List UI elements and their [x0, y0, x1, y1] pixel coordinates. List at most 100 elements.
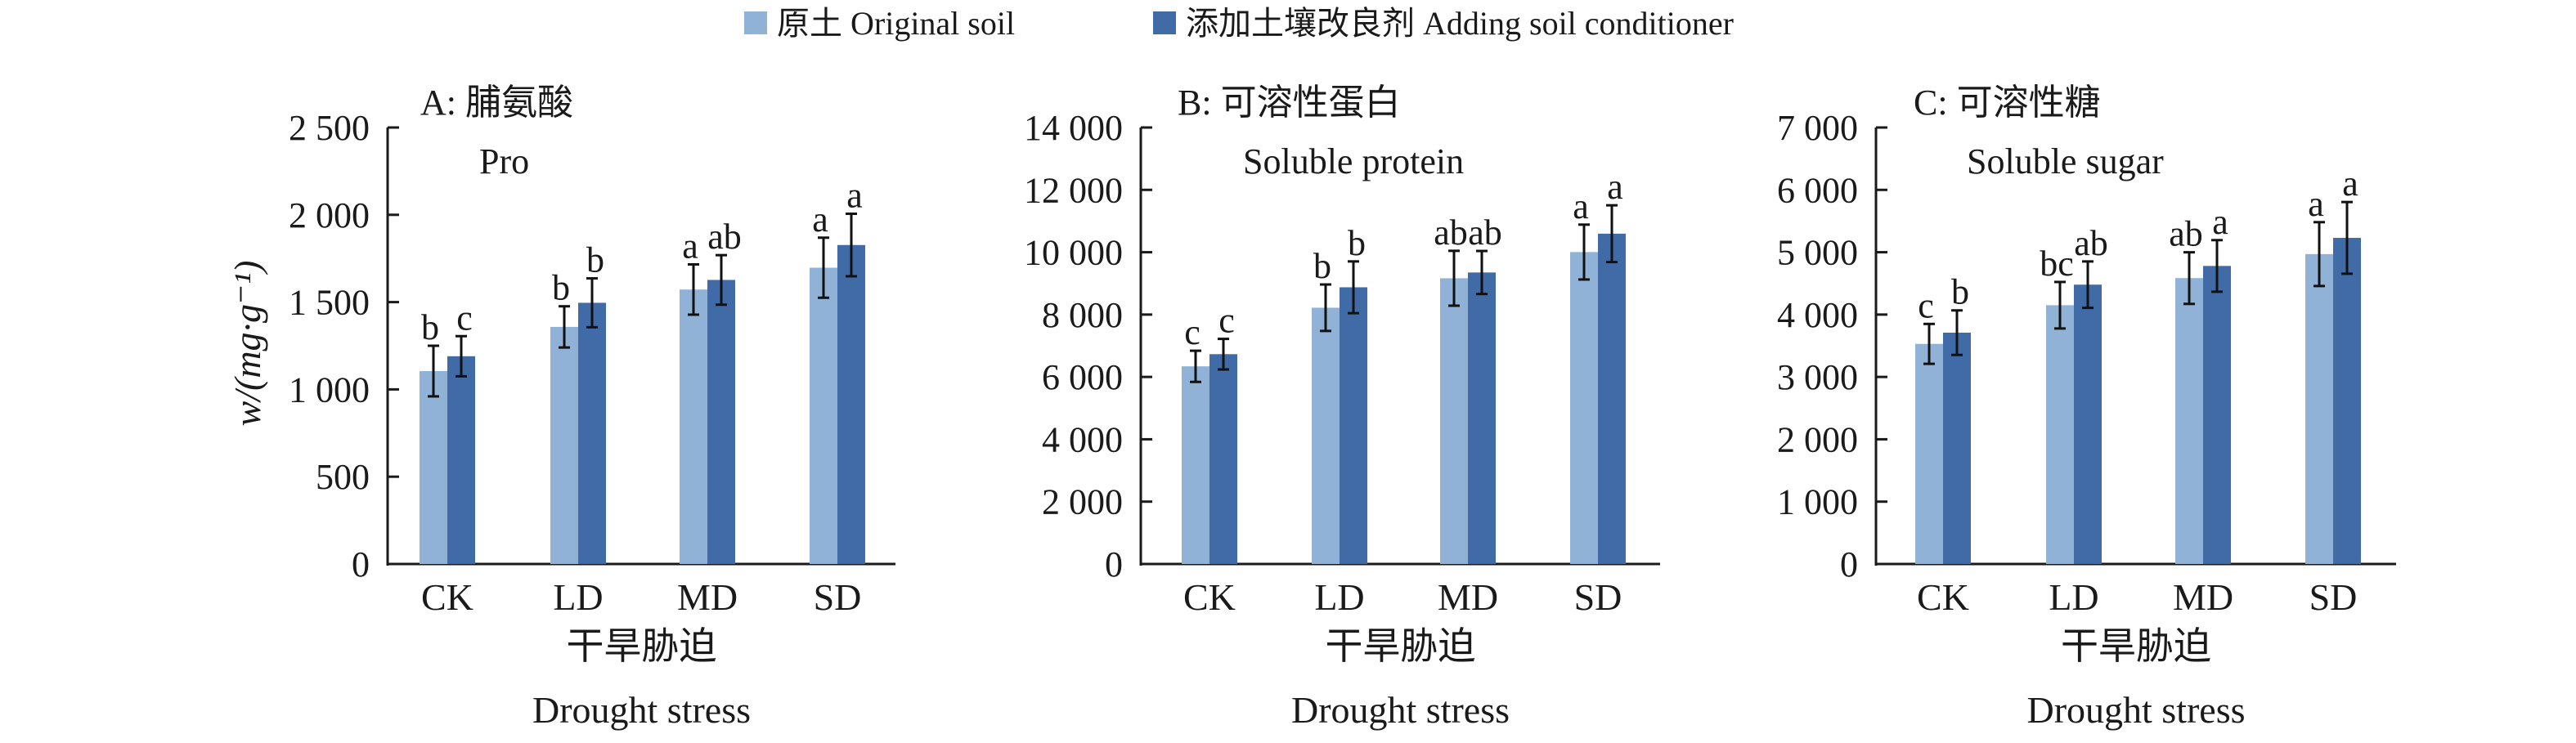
x-axis-label-en: Drought stress — [532, 689, 751, 731]
y-tick-label: 2 000 — [289, 195, 370, 235]
significance-letter: b — [586, 240, 604, 280]
bar-original-soil — [810, 267, 837, 564]
x-tick-label: MD — [2173, 576, 2233, 618]
x-axis-label-en: Drought stress — [1291, 689, 1510, 731]
bar-original-soil — [1440, 278, 1468, 564]
y-tick-label: 14 000 — [1024, 108, 1123, 148]
y-tick-label: 1 000 — [289, 369, 370, 410]
y-tick-label: 1 500 — [289, 283, 370, 323]
bar-original-soil — [1570, 252, 1598, 564]
significance-letter: bc — [2040, 244, 2074, 284]
significance-letter: a — [682, 226, 698, 266]
x-axis-label: 干旱胁迫 — [2061, 625, 2211, 667]
significance-letter: c — [1218, 301, 1235, 341]
bar-soil-conditioner — [1340, 287, 1367, 564]
y-tick-label: 5 000 — [1777, 233, 1858, 273]
significance-letter: ab — [1434, 213, 1468, 253]
y-tick-label: 500 — [316, 457, 370, 497]
x-tick-label: LD — [2049, 576, 2098, 618]
x-tick-label: LD — [1314, 576, 1364, 618]
bar-soil-conditioner — [1468, 272, 1496, 564]
bar-original-soil — [2175, 278, 2203, 564]
bar-original-soil — [1915, 343, 1943, 564]
bar-soil-conditioner — [837, 244, 865, 564]
y-tick-label: 7 000 — [1777, 108, 1858, 148]
significance-letter: b — [1348, 223, 1366, 263]
x-tick-label: LD — [553, 576, 603, 618]
y-tick-label: 12 000 — [1024, 170, 1123, 210]
y-tick-label: 0 — [1105, 544, 1123, 584]
bar-soil-conditioner — [1598, 233, 1626, 564]
x-tick-label: MD — [677, 576, 738, 618]
significance-letter: ab — [2169, 214, 2203, 254]
significance-letter: b — [1951, 272, 1969, 312]
y-tick-label: 1 000 — [1777, 482, 1858, 522]
bar-original-soil — [1312, 307, 1340, 564]
y-tick-label: 0 — [1840, 544, 1858, 584]
x-tick-label: SD — [814, 576, 862, 618]
x-tick-label: CK — [1183, 576, 1236, 618]
x-tick-label: SD — [1574, 576, 1622, 618]
significance-letter: b — [421, 307, 439, 347]
legend: 原土 Original soil 添加土壤改良剂 Adding soil con… — [744, 5, 1734, 42]
bar-soil-conditioner — [578, 302, 606, 564]
bar-original-soil — [680, 289, 707, 564]
significance-letter: c — [1918, 285, 1934, 325]
significance-letter: a — [2342, 163, 2358, 204]
panel-subtitle: Pro — [479, 141, 529, 181]
panel-subtitle: Soluble protein — [1243, 141, 1464, 181]
x-tick-label: CK — [421, 576, 473, 618]
y-tick-label: 4 000 — [1042, 419, 1123, 459]
y-axis-label: w/(mg·g⁻¹) — [227, 261, 268, 427]
legend-swatch-soil-conditioner — [1153, 11, 1176, 34]
y-tick-label: 2 000 — [1777, 419, 1858, 459]
y-tick-label: 0 — [352, 544, 370, 584]
panel-title: A: 脯氨酸 — [420, 83, 573, 123]
bar-original-soil — [550, 326, 578, 564]
legend-label-soil-conditioner: 添加土壤改良剂 Adding soil conditioner — [1186, 5, 1734, 42]
significance-letter: a — [812, 199, 828, 239]
panel-a: A: 脯氨酸 Pro 0 500 1 000 1 500 2 000 2 500 CK LD MD S… — [289, 83, 895, 731]
y-tick-label: 8 000 — [1042, 295, 1123, 335]
significance-letter: b — [1313, 246, 1331, 286]
x-axis-label-en: Drought stress — [2026, 689, 2245, 731]
bar-soil-conditioner — [1209, 354, 1237, 564]
bar-soil-conditioner — [1943, 332, 1971, 564]
significance-letter: a — [846, 176, 863, 216]
panel-subtitle: Soluble sugar — [1967, 141, 2164, 181]
y-tick-label: 6 000 — [1042, 357, 1123, 397]
significance-letter: ab — [2074, 223, 2108, 263]
y-tick-label: 2 000 — [1042, 482, 1123, 522]
x-tick-label: SD — [2309, 576, 2358, 618]
bar-original-soil — [2305, 253, 2333, 564]
significance-letter: c — [1184, 312, 1200, 352]
bar-original-soil — [420, 370, 447, 564]
x-axis-label: 干旱胁迫 — [1326, 625, 1476, 667]
bar-soil-conditioner — [2074, 284, 2102, 564]
significance-letter: ab — [1468, 213, 1502, 253]
legend-swatch-original-soil — [744, 11, 767, 34]
significance-letter: a — [1607, 167, 1623, 207]
bar-soil-conditioner — [2333, 238, 2361, 564]
significance-letter: a — [2308, 184, 2324, 224]
y-tick-label: 10 000 — [1024, 233, 1123, 273]
panel-title: C: 可溶性糖 — [1914, 83, 2101, 123]
panel-title: B: 可溶性蛋白 — [1178, 83, 1401, 123]
y-tick-label: 2 500 — [289, 108, 370, 148]
bar-original-soil — [2046, 305, 2074, 564]
significance-letter: b — [552, 268, 570, 308]
significance-letter: a — [2212, 202, 2228, 242]
y-tick-label: 6 000 — [1777, 170, 1858, 210]
significance-letter: a — [1573, 186, 1589, 226]
legend-label-original-soil: 原土 Original soil — [777, 5, 1015, 42]
x-tick-label: MD — [1438, 576, 1498, 618]
x-axis-label: 干旱胁迫 — [567, 625, 717, 667]
bar-soil-conditioner — [707, 280, 735, 564]
y-tick-label: 4 000 — [1777, 295, 1858, 335]
panel-c: C: 可溶性糖 Soluble sugar 0 1 000 2 000 3 000 4 00… — [1777, 83, 2396, 731]
significance-letter: ab — [707, 217, 742, 257]
bar-soil-conditioner — [2203, 266, 2231, 564]
bar-soil-conditioner — [447, 356, 475, 564]
